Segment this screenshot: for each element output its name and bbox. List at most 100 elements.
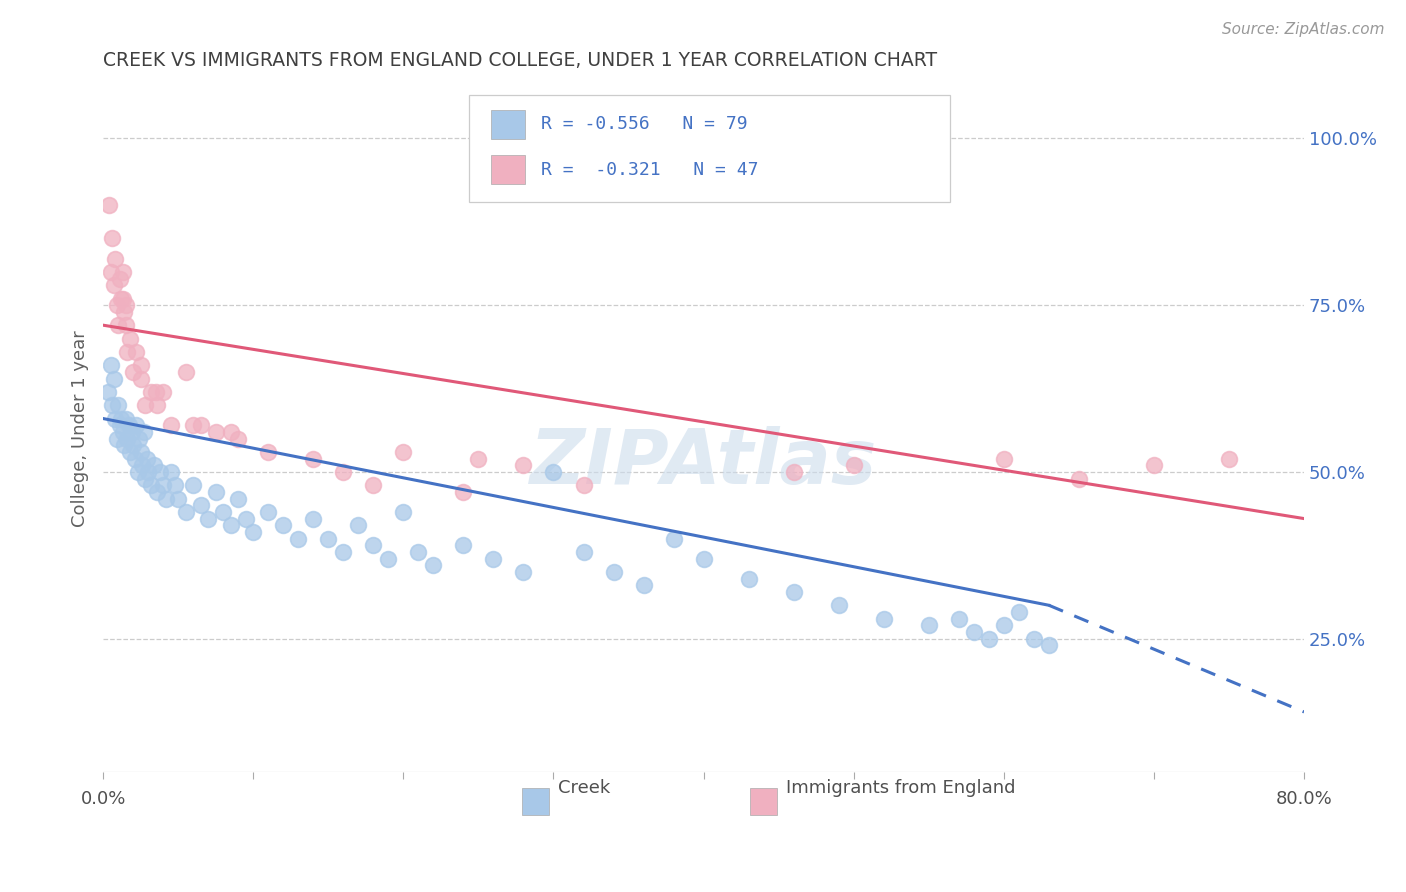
Point: [120, 332, 142, 346]
Y-axis label: College, Under 1 year: College, Under 1 year: [72, 330, 89, 527]
Point: [782, 465, 804, 479]
Point: [226, 432, 249, 446]
Point: [204, 484, 226, 499]
Point: [146, 398, 169, 412]
Point: [112, 305, 135, 319]
Point: [100, 358, 122, 372]
Point: [993, 451, 1015, 466]
Point: [257, 505, 280, 519]
Point: [131, 458, 153, 473]
Text: R =  -0.321   N = 47: R = -0.321 N = 47: [541, 161, 759, 178]
Point: [453, 484, 475, 499]
Point: [572, 545, 595, 559]
Point: [1143, 458, 1166, 473]
Point: [190, 498, 212, 512]
Point: [165, 478, 187, 492]
Point: [408, 545, 430, 559]
Point: [122, 365, 145, 379]
Point: [111, 265, 134, 279]
Point: [107, 398, 129, 412]
Point: [302, 451, 325, 466]
Text: CREEK VS IMMIGRANTS FROM ENGLAND COLLEGE, UNDER 1 YEAR CORRELATION CHART: CREEK VS IMMIGRANTS FROM ENGLAND COLLEGE…: [103, 51, 938, 70]
Point: [602, 565, 624, 579]
Point: [97, 384, 120, 399]
Point: [128, 432, 150, 446]
Point: [482, 551, 505, 566]
Point: [112, 438, 135, 452]
Point: [114, 411, 136, 425]
Point: [963, 624, 986, 639]
Point: [100, 265, 122, 279]
Point: [302, 511, 325, 525]
Point: [132, 425, 155, 439]
Point: [134, 398, 156, 412]
Point: [453, 538, 475, 552]
Point: [1218, 451, 1240, 466]
Point: [121, 425, 143, 439]
Point: [105, 298, 128, 312]
Point: [212, 505, 235, 519]
Point: [120, 445, 142, 459]
Text: ZIPAtlas: ZIPAtlas: [530, 425, 877, 500]
Point: [108, 271, 131, 285]
Point: [842, 458, 865, 473]
Point: [948, 611, 970, 625]
FancyBboxPatch shape: [470, 95, 950, 202]
Point: [145, 384, 167, 399]
Point: [141, 478, 163, 492]
Point: [111, 425, 134, 439]
Point: [422, 558, 444, 573]
Point: [190, 418, 212, 433]
Point: [692, 551, 714, 566]
Point: [104, 411, 127, 425]
Point: [167, 491, 190, 506]
Point: [662, 532, 685, 546]
Text: R = -0.556   N = 79: R = -0.556 N = 79: [541, 115, 748, 133]
Point: [1038, 638, 1060, 652]
Point: [318, 532, 340, 546]
Point: [242, 524, 264, 539]
FancyBboxPatch shape: [491, 110, 524, 138]
Point: [737, 572, 759, 586]
Point: [141, 384, 163, 399]
Point: [159, 418, 181, 433]
Point: [572, 478, 595, 492]
Point: [363, 538, 385, 552]
Point: [159, 465, 181, 479]
Point: [235, 511, 257, 525]
Point: [174, 505, 197, 519]
Point: [1067, 472, 1090, 486]
Point: [332, 465, 354, 479]
FancyBboxPatch shape: [522, 789, 548, 814]
Point: [918, 618, 941, 632]
Text: Immigrants from England: Immigrants from England: [786, 779, 1017, 797]
Point: [287, 532, 309, 546]
Point: [377, 551, 399, 566]
Point: [125, 418, 148, 433]
Text: Source: ZipAtlas.com: Source: ZipAtlas.com: [1222, 22, 1385, 37]
Point: [101, 231, 124, 245]
Point: [219, 518, 242, 533]
Point: [146, 484, 169, 499]
Point: [111, 292, 134, 306]
Point: [103, 278, 125, 293]
Point: [977, 632, 1000, 646]
Point: [104, 252, 127, 266]
Point: [115, 344, 138, 359]
FancyBboxPatch shape: [491, 155, 524, 184]
Point: [782, 585, 804, 599]
Point: [98, 198, 121, 212]
Point: [155, 491, 177, 506]
Point: [101, 398, 124, 412]
Point: [152, 478, 174, 492]
Point: [110, 292, 132, 306]
Point: [1022, 632, 1045, 646]
Point: [110, 411, 132, 425]
Point: [1008, 605, 1031, 619]
Point: [174, 365, 197, 379]
Point: [271, 518, 294, 533]
Point: [118, 418, 141, 433]
Point: [107, 318, 129, 333]
Point: [129, 445, 152, 459]
Point: [392, 445, 415, 459]
